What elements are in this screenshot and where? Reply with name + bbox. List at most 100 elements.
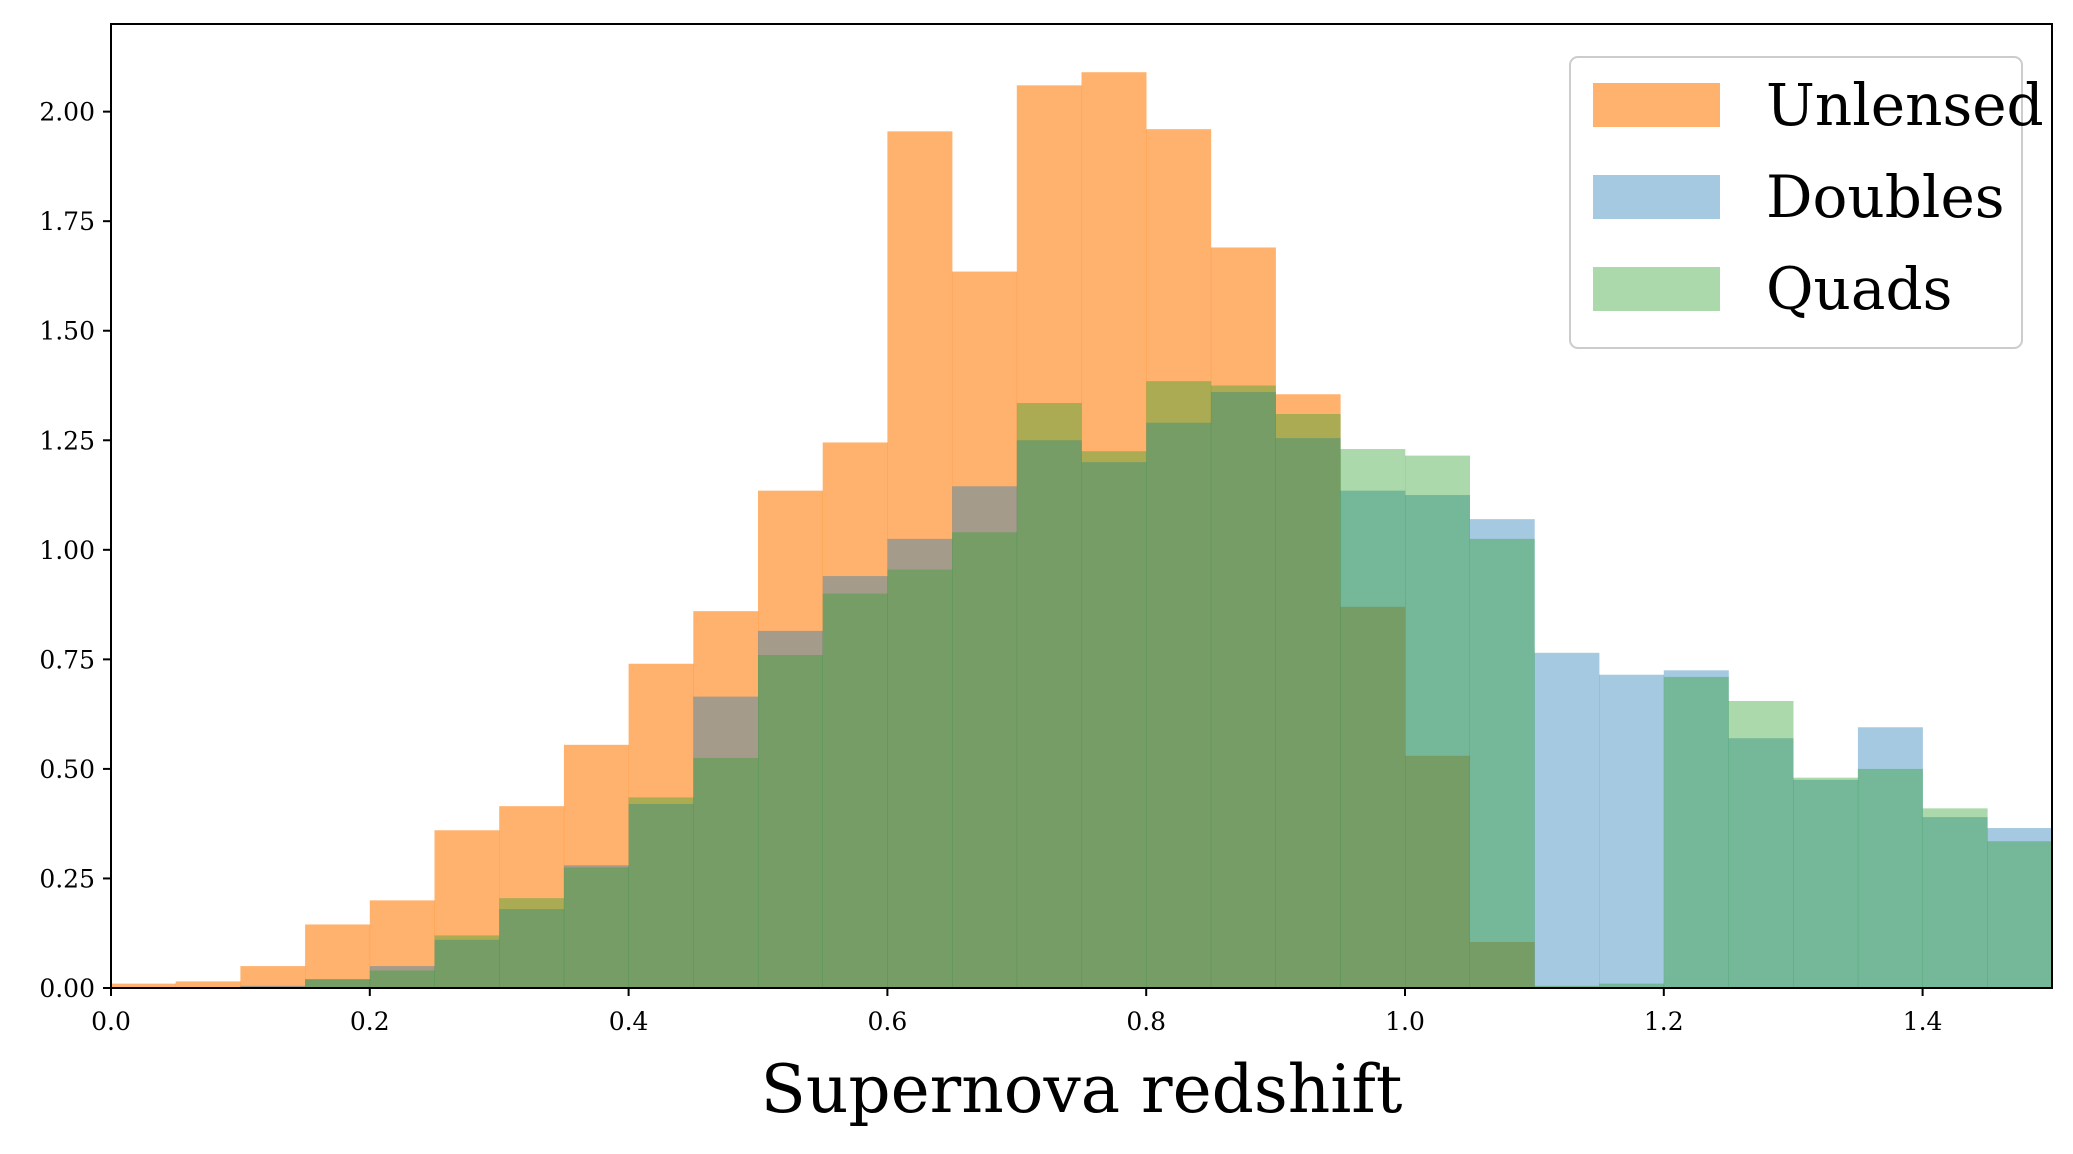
bar-doubles-21 [1469,519,1535,988]
y-tick-label: 0.75 [39,645,95,674]
x-tick-label: 0.6 [868,1007,908,1036]
x-tick-label: 1.0 [1385,1007,1425,1036]
bar-quads-3 [305,979,371,988]
bar-quads-23 [1599,983,1665,988]
x-tick-label: 0.8 [1126,1007,1166,1036]
x-tick-label: 1.4 [1903,1007,1943,1036]
y-tick-label: 2.00 [39,98,95,127]
bar-unlensed-11 [822,442,888,988]
legend-label-unlensed: Unlensed [1766,71,2044,139]
bar-doubles-11 [822,576,888,988]
y-tick-label: 0.00 [39,974,95,1003]
x-axis-label: Supernova redshift [761,1051,1403,1128]
legend-swatch-quads [1593,267,1720,311]
bar-unlensed-12 [887,131,953,988]
bar-quads-10 [758,654,823,988]
bar-doubles-12 [887,538,953,988]
bar-quads-11 [822,593,888,988]
bar-unlensed-1 [175,981,241,988]
bar-unlensed-0 [111,983,176,988]
y-tick-label: 1.75 [39,207,95,236]
bar-quads-29 [1987,841,2053,988]
bar-unlensed-17 [1210,247,1276,989]
legend-swatch-unlensed [1593,83,1720,127]
bar-doubles-13 [952,486,1018,988]
x-tick-label: 0.0 [91,1007,131,1036]
bar-quads-6 [499,898,565,988]
bar-quads-18 [1275,413,1341,988]
legend-label-doubles: Doubles [1766,163,2005,231]
bar-doubles-18 [1275,438,1341,989]
bar-quads-20 [1405,455,1470,988]
bar-doubles-8 [628,803,694,988]
y-tick-label: 1.25 [39,426,95,455]
bar-doubles-6 [499,909,565,988]
legend: Unlensed Doubles Quads [1569,56,2044,349]
bar-unlensed-3 [305,924,371,988]
bar-doubles-2 [240,985,306,988]
bar-doubles-4 [369,966,435,988]
legend-label-quads: Quads [1766,255,1952,323]
bar-quads-14 [1016,403,1082,988]
bar-unlensed-14 [1016,85,1082,988]
bar-quads-7 [563,867,629,988]
bar-quads-12 [887,569,953,988]
bar-quads-9 [693,757,759,988]
legend-box [1569,56,2023,349]
bar-unlensed-2 [240,966,306,988]
bar-unlensed-4 [369,900,435,988]
bar-doubles-7 [563,865,629,988]
bar-doubles-15 [1081,462,1147,988]
bar-unlensed-21 [1469,941,1535,988]
bar-quads-26 [1793,777,1859,988]
bar-unlensed-18 [1275,394,1341,988]
x-tick-label: 1.2 [1644,1007,1684,1036]
bar-unlensed-6 [499,806,565,988]
bar-doubles-17 [1210,392,1276,988]
plot-frame [110,23,2053,989]
y-tick-label: 0.50 [39,755,95,784]
bar-doubles-25 [1728,738,1794,988]
bar-quads-21 [1469,538,1535,988]
bar-doubles-29 [1987,828,2053,988]
x-tick-label: 0.4 [609,1007,649,1036]
bar-unlensed-16 [1146,129,1212,988]
bar-unlensed-8 [628,663,694,988]
bar-unlensed-7 [563,744,629,988]
bar-quads-5 [434,935,500,988]
histogram-bars [111,72,2053,989]
y-tick-label: 1.00 [39,536,95,565]
bar-unlensed-13 [952,271,1018,988]
axis-ticks: 0.0 0.2 0.4 0.6 0.8 1.0 1.2 1.4 0.00 0.25 0.50 0.75… [39,98,1942,1036]
bar-quads-25 [1728,700,1794,988]
bar-quads-28 [1922,808,1988,988]
bar-unlensed-19 [1340,606,1406,988]
bar-doubles-14 [1016,440,1082,989]
bar-doubles-26 [1793,779,1859,988]
bar-doubles-5 [434,939,500,988]
bar-doubles-22 [1534,652,1600,988]
bar-quads-15 [1081,451,1147,988]
bar-quads-16 [1146,381,1212,989]
bar-quads-8 [628,797,694,988]
y-tick-label: 0.25 [39,864,95,893]
y-tick-label: 1.50 [39,317,95,346]
bar-quads-17 [1210,385,1276,988]
bar-quads-24 [1663,676,1729,988]
bar-quads-27 [1857,768,1923,988]
bar-doubles-9 [693,696,759,988]
bar-unlensed-10 [758,490,823,988]
bar-unlensed-15 [1081,72,1147,988]
bar-doubles-10 [758,630,823,988]
legend-swatch-doubles [1593,175,1720,219]
bar-doubles-16 [1146,422,1212,988]
bar-quads-4 [369,970,435,988]
bar-doubles-23 [1599,674,1665,988]
bar-doubles-24 [1663,670,1729,988]
bar-quads-22 [1534,985,1600,988]
bar-quads-19 [1340,449,1406,988]
bar-doubles-19 [1340,490,1406,988]
bar-doubles-27 [1857,727,1923,988]
